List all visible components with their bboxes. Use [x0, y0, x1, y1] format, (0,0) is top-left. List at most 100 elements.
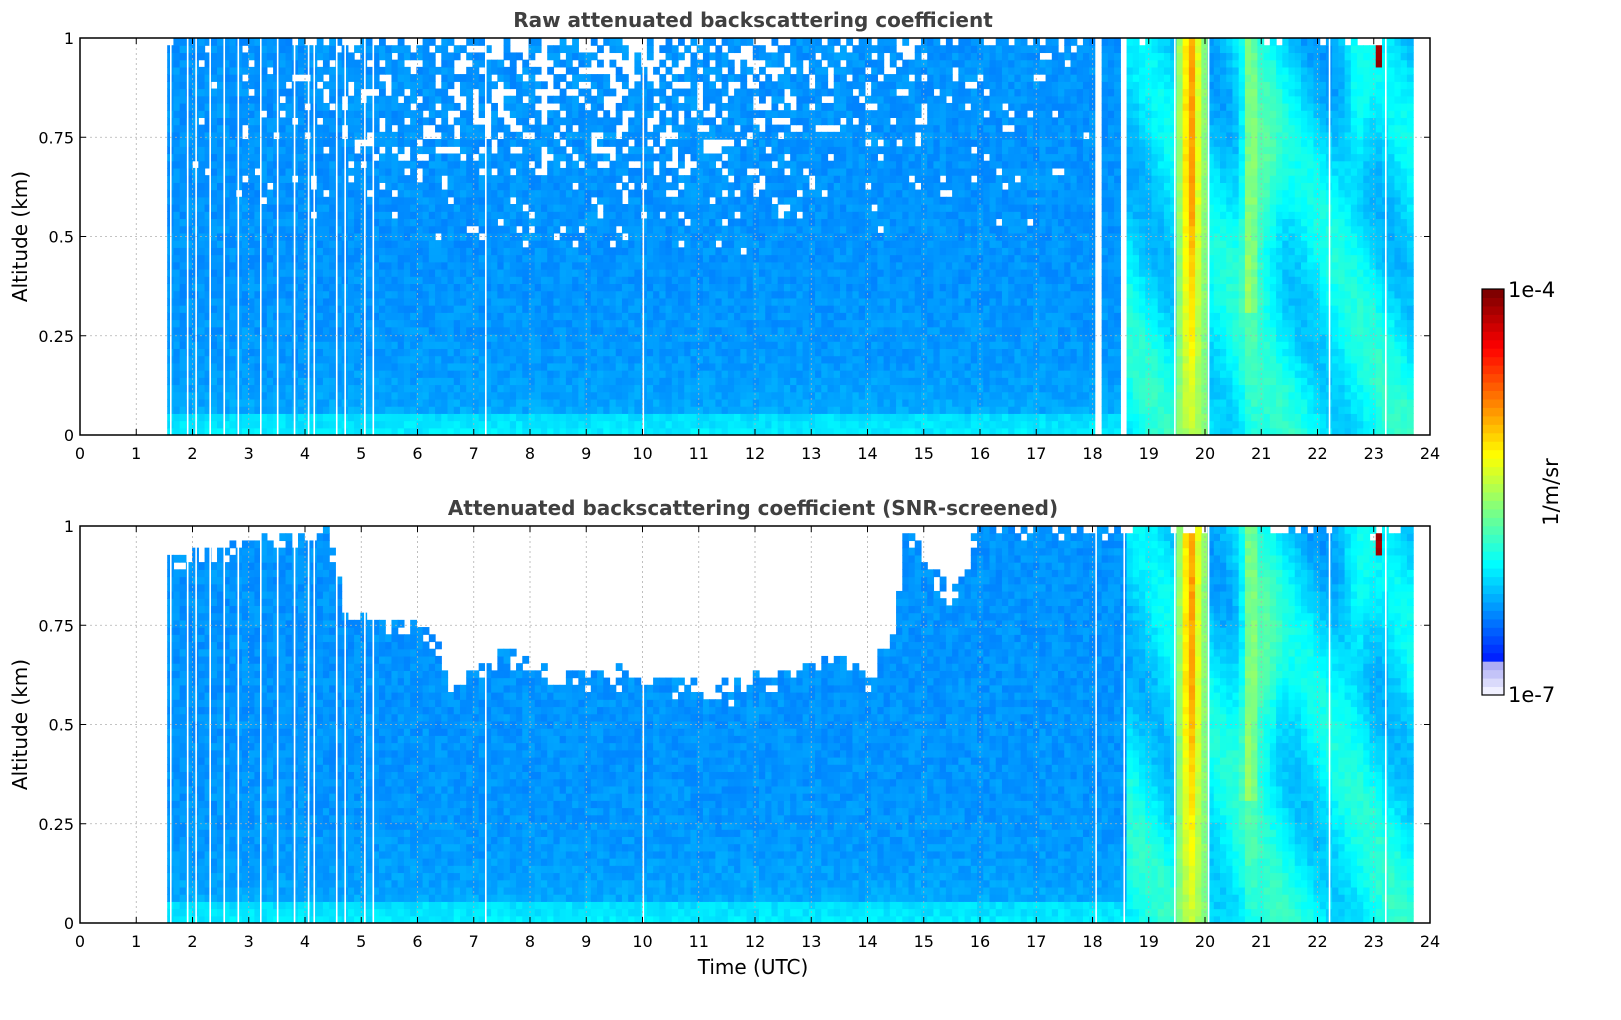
- heatmap-cell: [540, 139, 548, 147]
- heatmap-cell: [734, 74, 741, 82]
- heatmap-cell: [578, 384, 586, 393]
- heatmap-cell: [534, 211, 542, 220]
- heatmap-cell: [790, 326, 797, 335]
- heatmap-cell: [503, 362, 511, 371]
- heatmap-cell: [584, 153, 592, 162]
- heatmap-cell: [671, 117, 679, 126]
- heatmap-cell: [410, 290, 417, 299]
- heatmap-cell: [771, 341, 779, 349]
- heatmap-cell: [534, 398, 542, 407]
- heatmap-cell: [497, 377, 505, 386]
- heatmap-cell: [366, 348, 374, 357]
- heatmap-cell: [553, 377, 561, 386]
- heatmap-cell: [528, 268, 536, 277]
- heatmap-cell: [379, 413, 386, 422]
- heatmap-cell: [410, 406, 417, 414]
- heatmap-cell: [210, 305, 218, 313]
- heatmap-cell: [590, 305, 598, 313]
- heatmap-cell: [254, 391, 262, 400]
- heatmap-cell: [484, 305, 492, 313]
- heatmap-cell: [721, 319, 729, 328]
- heatmap-cell: [329, 124, 336, 133]
- heatmap-cell: [453, 398, 461, 407]
- heatmap-cell: [528, 88, 536, 97]
- heatmap-cell: [279, 153, 287, 162]
- heatmap-cell: [347, 406, 355, 414]
- heatmap-cell: [572, 81, 579, 90]
- heatmap-cell: [597, 153, 604, 162]
- heatmap-cell: [254, 362, 262, 371]
- heatmap-cell: [260, 45, 268, 54]
- heatmap-cell: [397, 355, 405, 364]
- heatmap-cell: [372, 52, 380, 61]
- heatmap-cell: [634, 81, 642, 90]
- heatmap-cell: [790, 362, 797, 371]
- heatmap-cell: [235, 117, 243, 126]
- heatmap-cell: [522, 319, 530, 328]
- heatmap-cell: [204, 218, 212, 227]
- heatmap-cell: [771, 232, 779, 241]
- heatmap-cell: [621, 427, 629, 435]
- heatmap-cell: [229, 182, 237, 191]
- heatmap-cell: [646, 254, 654, 263]
- heatmap-cell: [354, 333, 361, 342]
- heatmap-cell: [198, 391, 206, 400]
- heatmap-cell: [466, 74, 474, 82]
- heatmap-cell: [709, 52, 716, 61]
- heatmap-cell: [372, 146, 380, 155]
- heatmap-cell: [516, 131, 523, 140]
- heatmap-cell: [540, 131, 548, 140]
- heatmap-cell: [217, 384, 224, 393]
- heatmap-cell: [459, 240, 467, 248]
- heatmap-cell: [790, 175, 797, 183]
- heatmap-cell: [422, 167, 430, 176]
- heatmap-cell: [298, 225, 305, 234]
- heatmap-cell: [335, 117, 343, 126]
- heatmap-cell: [316, 283, 324, 292]
- heatmap-cell: [646, 204, 654, 212]
- heatmap-cell: [329, 290, 336, 299]
- heatmap-cell: [204, 204, 212, 212]
- heatmap-cell: [435, 319, 442, 328]
- heatmap-cell: [410, 297, 417, 306]
- heatmap-cell: [702, 131, 710, 140]
- heatmap-cell: [584, 348, 592, 357]
- heatmap-cell: [528, 66, 536, 75]
- heatmap-cell: [696, 254, 704, 263]
- heatmap-cell: [453, 211, 461, 220]
- heatmap-cell: [634, 348, 642, 357]
- heatmap-cell: [273, 175, 280, 183]
- heatmap-cell: [777, 326, 785, 335]
- heatmap-cell: [185, 362, 193, 371]
- heatmap-cell: [459, 290, 467, 299]
- heatmap-cell: [702, 189, 710, 198]
- heatmap-cell: [597, 413, 604, 422]
- heatmap-cell: [304, 420, 312, 429]
- heatmap-cell: [740, 117, 748, 126]
- heatmap-cell: [609, 196, 617, 205]
- heatmap-cell: [459, 312, 467, 321]
- heatmap-cell: [528, 52, 536, 61]
- heatmap-cell: [721, 362, 729, 371]
- heatmap-cell: [441, 406, 449, 414]
- heatmap-cell: [665, 204, 673, 212]
- heatmap-cell: [634, 117, 642, 126]
- heatmap-cell: [372, 355, 380, 364]
- heatmap-cell: [765, 384, 773, 393]
- heatmap-cell: [248, 377, 255, 386]
- heatmap-cell: [266, 189, 274, 198]
- heatmap-cell: [273, 283, 280, 292]
- heatmap-cell: [516, 160, 523, 169]
- heatmap-cell: [410, 240, 417, 248]
- heatmap-cell: [678, 297, 685, 306]
- heatmap-cell: [702, 81, 710, 90]
- heatmap-cell: [360, 391, 368, 400]
- heatmap-cell: [435, 167, 442, 176]
- heatmap-cell: [235, 88, 243, 97]
- heatmap-cell: [329, 153, 336, 162]
- heatmap-cell: [615, 146, 623, 155]
- heatmap-cell: [665, 95, 673, 104]
- heatmap-cell: [185, 341, 193, 349]
- heatmap-cell: [422, 261, 430, 270]
- heatmap-cell: [572, 384, 579, 393]
